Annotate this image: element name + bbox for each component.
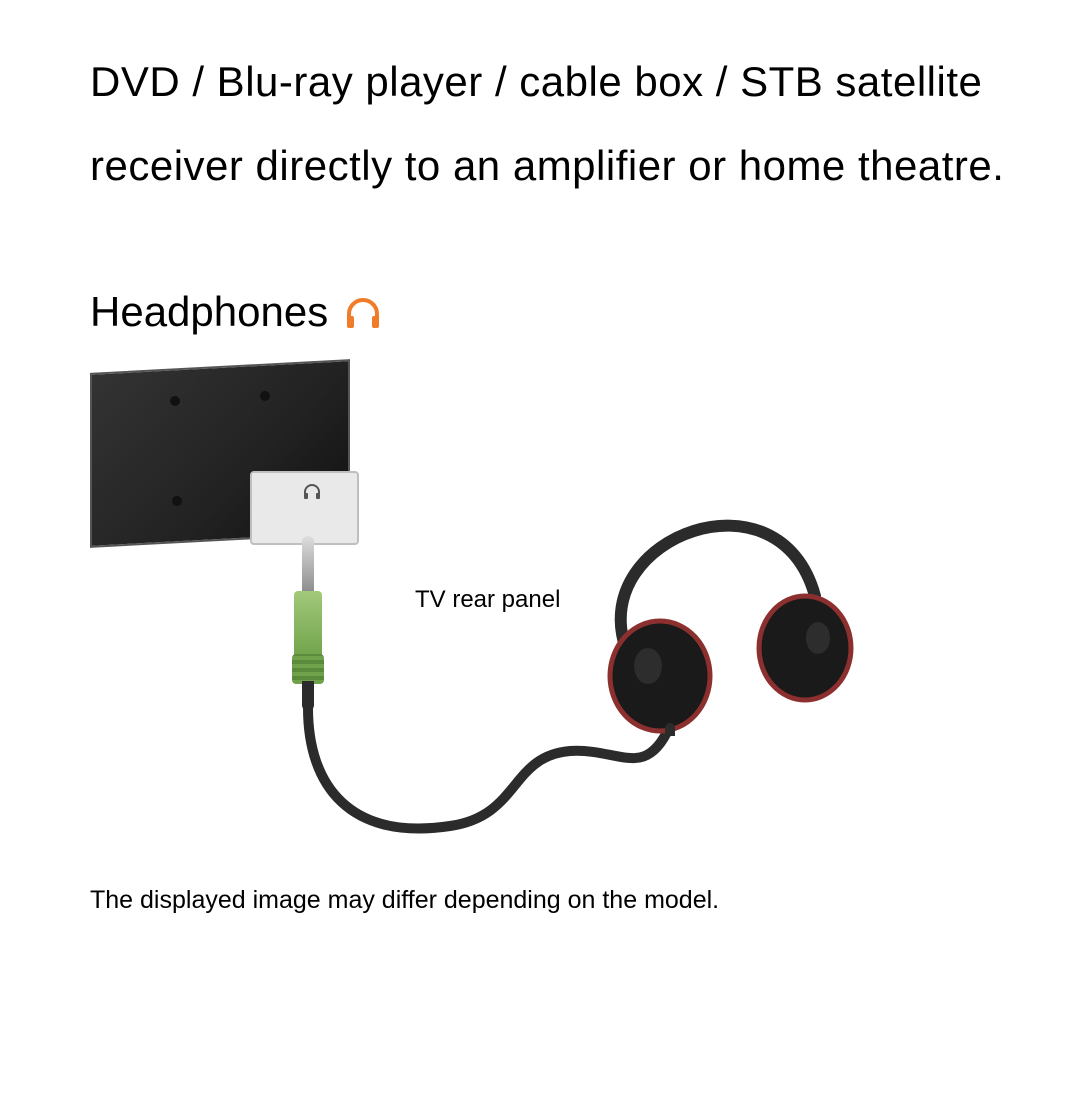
headphones-icon bbox=[343, 292, 383, 332]
section-heading: Headphones bbox=[90, 288, 1020, 336]
headphone-port-icon bbox=[302, 481, 322, 501]
section-title-text: Headphones bbox=[90, 288, 328, 336]
connection-diagram: TV rear panel bbox=[90, 356, 910, 876]
headphones-device bbox=[570, 476, 870, 736]
audio-jack-plug bbox=[290, 536, 330, 686]
headphone-jack-panel bbox=[250, 471, 359, 545]
rear-panel-label: TV rear panel bbox=[415, 586, 560, 614]
manual-page: DVD / Blu-ray player / cable box / STB s… bbox=[0, 0, 1080, 1104]
intro-paragraph: DVD / Blu-ray player / cable box / STB s… bbox=[90, 40, 1020, 208]
model-disclaimer: The displayed image may differ depending… bbox=[90, 886, 1020, 915]
